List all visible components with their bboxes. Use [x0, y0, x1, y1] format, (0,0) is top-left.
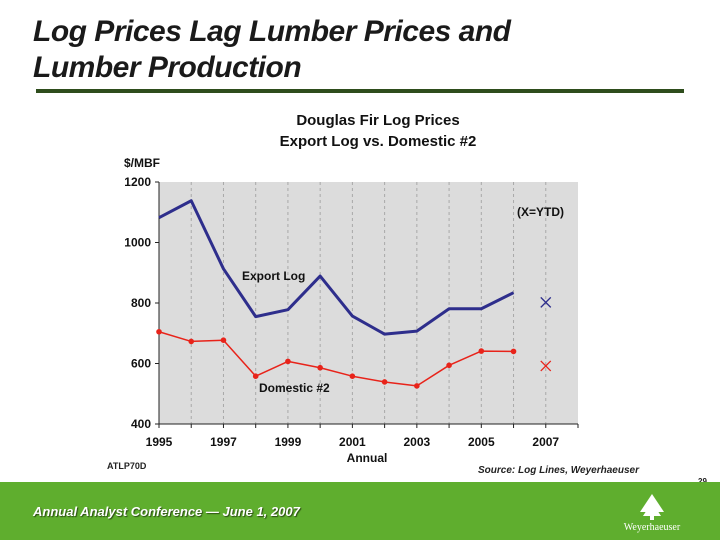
data-point: [220, 337, 227, 344]
x-tick-label: 1995: [146, 435, 173, 449]
series-line: [158, 331, 514, 387]
data-point: [285, 358, 291, 365]
data-point: [317, 364, 323, 371]
data-point: [188, 338, 195, 345]
plot-area: [159, 182, 578, 424]
x-tick-label: 1999: [275, 435, 302, 449]
slide-title: Log Prices Lag Lumber Prices and Lumber …: [33, 14, 511, 86]
y-tick-label: 1200: [124, 175, 151, 189]
footer-bar: [0, 482, 720, 540]
data-point: [381, 379, 388, 385]
chart-subtitle: Export Log vs. Domestic #2: [280, 133, 477, 150]
tree-logo-icon: [640, 494, 664, 520]
x-tick-label: 1997: [210, 435, 237, 449]
data-point: [510, 348, 517, 355]
ytd-annotation: (X=YTD): [517, 205, 564, 219]
series-line: [158, 199, 515, 336]
slide-title-line2: Lumber Production: [33, 51, 302, 84]
slide-title-line1: Log Prices Lag Lumber Prices and: [33, 15, 511, 48]
title-divider: [36, 89, 684, 93]
ytd-marker: [540, 360, 552, 372]
footer-text: Annual Analyst Conference — June 1, 2007: [33, 504, 300, 519]
data-point: [349, 373, 356, 380]
y-tick-label: 600: [131, 357, 151, 371]
source-note: Source: Log Lines, Weyerhaeuser: [478, 465, 639, 476]
price-chart: Douglas Fir Log Prices Export Log vs. Do…: [124, 112, 579, 465]
x-tick-label: 2007: [532, 435, 559, 449]
y-axis-label: $/MBF: [124, 156, 160, 170]
series-label-domestic: Domestic #2: [259, 381, 330, 395]
series-label-export-log: Export Log: [242, 269, 305, 283]
series-layer: [156, 199, 552, 389]
x-tick-label: 2001: [339, 435, 366, 449]
y-tick-label: 1000: [124, 236, 151, 250]
data-point: [478, 348, 485, 354]
data-point: [446, 362, 452, 369]
x-tick-label: 2003: [403, 435, 430, 449]
data-point: [414, 383, 420, 389]
logo-text: Weyerhaeuser: [623, 522, 681, 533]
company-logo: Weyerhaeuser: [612, 492, 692, 536]
y-tick-label: 400: [131, 417, 151, 431]
ytd-marker: [540, 296, 552, 308]
data-point: [252, 373, 259, 380]
x-tick-label: 2005: [468, 435, 495, 449]
chart-title: Douglas Fir Log Prices: [296, 112, 459, 129]
axis-ticks: 1995 1997 1999 2001 2003 2005 2007 400 600 800 100…: [124, 175, 579, 449]
page-number: 29: [698, 477, 707, 486]
y-tick-label: 800: [131, 296, 151, 310]
slide-code: ATLP70D: [107, 461, 147, 471]
data-point: [156, 328, 162, 335]
x-axis-label: Annual: [347, 451, 388, 465]
